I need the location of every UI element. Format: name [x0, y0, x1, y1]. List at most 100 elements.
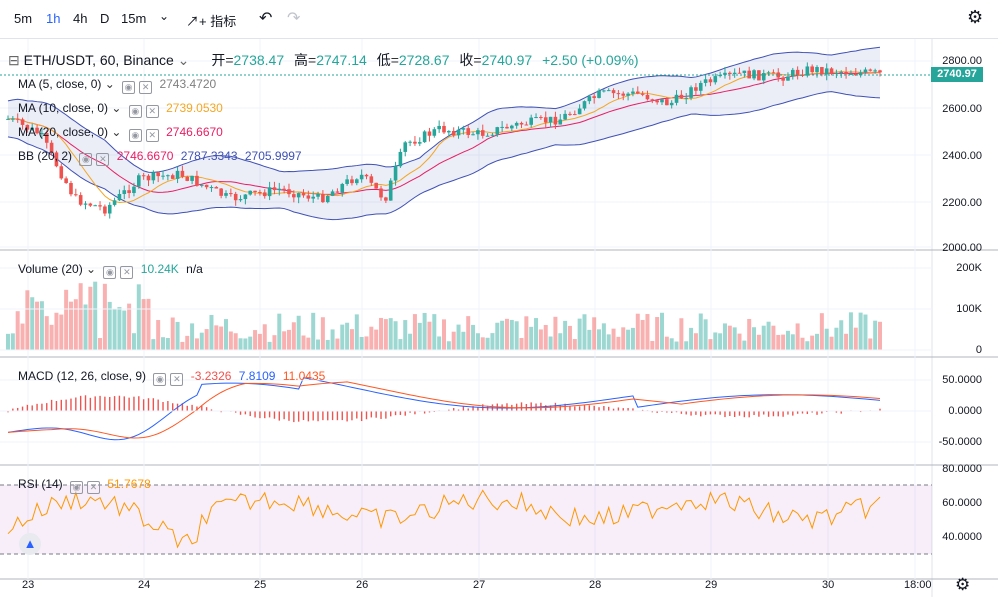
chevron-down-icon[interactable]: ⌄ — [159, 9, 170, 23]
volume-bar — [354, 314, 359, 350]
volume-bar — [320, 317, 325, 350]
ma10-legend[interactable]: MA (10, close, 0) ⌄ ◉ ✕ 2739.0530 — [18, 101, 223, 118]
volume-bar — [388, 318, 393, 350]
collapse-icon[interactable]: ⊟ — [8, 52, 20, 68]
candle-body — [185, 176, 190, 181]
interval-4h[interactable]: 4h — [73, 11, 88, 26]
close-icon[interactable]: ✕ — [145, 105, 159, 118]
candle-body — [684, 97, 689, 99]
low-key: 低 — [376, 52, 391, 68]
interval-15m[interactable]: 15m — [121, 11, 147, 26]
volume-bar — [572, 339, 577, 350]
volume-bar — [800, 337, 805, 350]
volume-bar — [655, 317, 660, 350]
candle-body — [350, 179, 354, 184]
volume-bar — [456, 324, 461, 350]
eye-icon[interactable]: ◉ — [128, 105, 142, 118]
candle-body — [723, 72, 727, 75]
candle-body — [771, 72, 776, 74]
rsi-line — [7, 489, 881, 549]
candle-body — [369, 176, 374, 183]
macd-legend[interactable]: MACD (12, 26, close, 9) ◉ ✕ -3.2326 7.810… — [18, 369, 325, 386]
volume-bar — [873, 320, 878, 350]
volume-bar — [674, 341, 679, 350]
volume-bar — [524, 316, 529, 350]
volume-bar — [742, 340, 747, 350]
candle-body — [156, 172, 160, 177]
symbol-title[interactable]: ETH/USDT, 60, Binance — [23, 52, 174, 68]
bollinger-fill — [8, 47, 880, 220]
candle-body — [635, 91, 640, 94]
candle-body — [296, 193, 301, 198]
volume-bar — [432, 314, 437, 350]
volume-bar — [301, 335, 306, 350]
candle-body — [766, 72, 771, 74]
bb-legend[interactable]: BB (20, 2) ◉ ✕ 2746.6670 2787.3343 2705.9… — [18, 149, 302, 166]
candle-body — [713, 76, 718, 83]
volume-axis-label: 100K — [956, 303, 982, 315]
candle-body — [388, 180, 393, 201]
close-icon[interactable]: ✕ — [120, 266, 134, 279]
ma10-label: MA (10, close, 0) — [18, 101, 109, 115]
candle-body — [679, 94, 684, 99]
volume-bar — [529, 326, 534, 350]
candle-body — [471, 134, 475, 136]
ma10-value: 2739.0530 — [166, 101, 223, 115]
volume-bar — [548, 336, 553, 350]
volume-legend[interactable]: Volume (20) ⌄ ◉ ✕ 10.24K n/a — [18, 262, 203, 279]
time-axis-label: 23 — [22, 579, 35, 591]
volume-bar — [495, 322, 500, 350]
close-icon[interactable]: ✕ — [87, 481, 101, 494]
redo-icon[interactable]: ↷ — [287, 10, 301, 27]
candle-body — [233, 193, 238, 201]
candle-body — [11, 118, 15, 120]
interval-5m[interactable]: 5m — [14, 11, 33, 26]
candle-body — [146, 175, 151, 181]
eye-icon[interactable]: ◉ — [128, 129, 142, 142]
volume-bar — [461, 331, 466, 350]
indicators-button[interactable]: ↗+ 指标 — [186, 11, 236, 30]
volume-bar — [756, 334, 761, 350]
candle-body — [345, 179, 349, 184]
candle-body — [170, 175, 175, 179]
time-axis-label: 25 — [254, 579, 267, 591]
symbol-chevron-icon[interactable]: ⌄ — [173, 52, 190, 68]
volume-bar — [737, 333, 742, 350]
candle-body — [141, 175, 146, 177]
eye-icon[interactable]: ◉ — [79, 153, 93, 166]
volume-bar — [766, 321, 771, 350]
settings-gear-icon[interactable]: ⚙ — [967, 7, 984, 27]
chart-canvas[interactable] — [0, 39, 998, 597]
close-icon[interactable]: ✕ — [170, 373, 184, 386]
candle-body — [592, 96, 596, 98]
volume-bar — [286, 329, 291, 350]
close-icon[interactable]: ✕ — [139, 81, 153, 94]
ma5-legend[interactable]: MA (5, close, 0) ⌄ ◉ ✕ 2743.4720 — [18, 77, 217, 94]
candle-body — [44, 133, 49, 143]
interval-1h[interactable]: 1h — [46, 11, 61, 26]
eye-icon[interactable]: ◉ — [103, 266, 117, 279]
candle-body — [853, 73, 858, 76]
candle-body — [325, 195, 330, 203]
volume-bar — [282, 331, 287, 350]
settings-gear-icon[interactable]: ⚙ — [955, 575, 971, 594]
candle-body — [180, 170, 185, 177]
undo-icon[interactable]: ↶ — [259, 10, 273, 27]
volume-bar — [403, 320, 408, 350]
rsi-legend[interactable]: RSI (14) ◉ ✕ 51.7678 — [18, 477, 151, 494]
eye-icon[interactable]: ◉ — [122, 81, 136, 94]
volume-bar — [122, 310, 127, 350]
volume-bar — [398, 339, 403, 350]
close-icon[interactable]: ✕ — [145, 129, 159, 142]
chart-logo-icon[interactable]: ▲ — [19, 533, 41, 555]
volume-bar — [538, 329, 543, 350]
eye-icon[interactable]: ◉ — [70, 481, 84, 494]
ma20-legend[interactable]: MA (20, close, 0) ⌄ ◉ ✕ 2746.6670 — [18, 125, 223, 142]
candle-body — [752, 70, 756, 79]
candle-body — [728, 72, 732, 75]
interval-d[interactable]: D — [100, 11, 110, 26]
eye-icon[interactable]: ◉ — [153, 373, 167, 386]
close-icon[interactable]: ✕ — [96, 153, 110, 166]
volume-bar — [519, 337, 524, 350]
volume-bar — [878, 321, 882, 350]
